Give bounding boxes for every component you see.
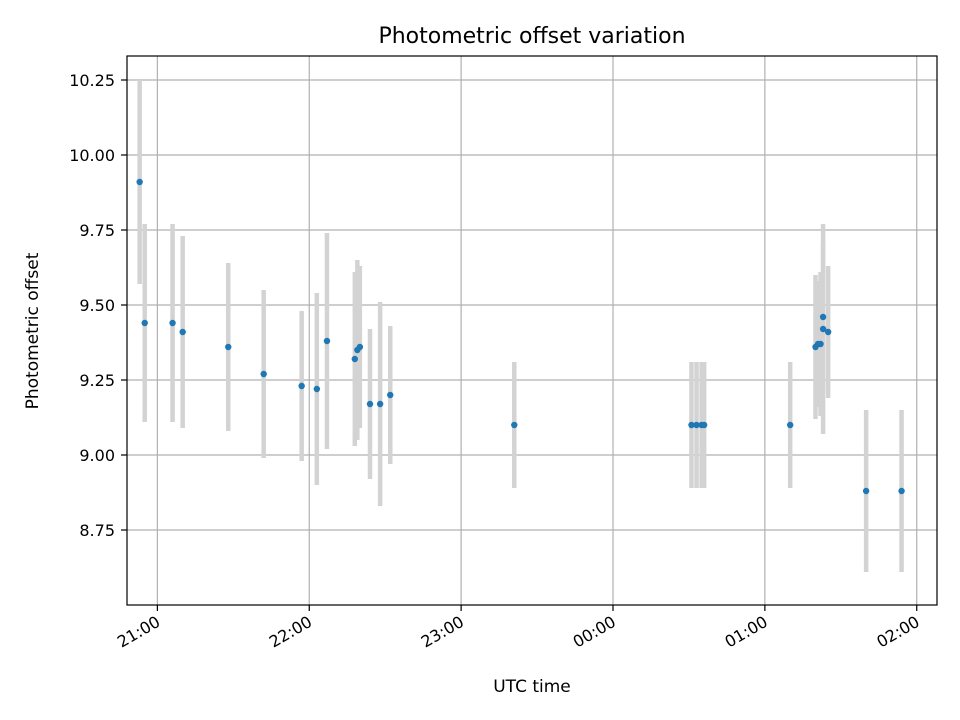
data-point: [260, 370, 267, 378]
x-axis-label: UTC time: [493, 677, 571, 697]
data-point: [366, 400, 374, 408]
data-point: [688, 421, 695, 429]
plot-frame: [126, 55, 938, 606]
data-point: [136, 178, 143, 186]
data-point: [387, 391, 394, 399]
data-point: [323, 337, 331, 345]
chart-title: Photometric offset variation: [378, 24, 685, 49]
y-tick-label: 9.25: [79, 371, 115, 390]
y-tick-label: 9.75: [79, 221, 115, 240]
data-point: [693, 421, 700, 429]
y-axis-label: Photometric offset: [23, 252, 43, 409]
data-point: [376, 400, 384, 408]
data-point: [169, 319, 176, 327]
data-point: [511, 421, 518, 429]
y-tick-label: 9.00: [79, 446, 115, 465]
data-point: [898, 487, 905, 495]
y-tick-label: 10.25: [69, 71, 115, 90]
data-point: [824, 328, 832, 336]
data-point: [819, 313, 827, 321]
data-point: [817, 340, 824, 348]
y-tick-label: 8.75: [79, 521, 115, 540]
data-point: [356, 343, 364, 351]
y-axis-ticks: 8.75 9.00 9.25 9.50 9.75 10.00 10.25: [69, 71, 127, 540]
data-point: [179, 328, 186, 336]
data-point: [862, 487, 870, 495]
data-point: [819, 325, 827, 333]
data-point: [786, 421, 794, 429]
data-point: [700, 421, 708, 429]
data-point: [225, 343, 232, 351]
data-point: [351, 355, 359, 363]
data-points: [136, 178, 905, 495]
y-tick-label: 9.50: [79, 296, 115, 315]
data-point: [313, 385, 321, 393]
data-point: [298, 382, 305, 390]
y-tick-label: 10.00: [69, 146, 115, 165]
data-point: [141, 319, 148, 327]
